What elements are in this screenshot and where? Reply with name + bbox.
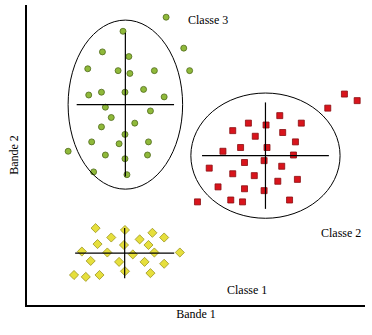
svg-text:Classe 3: Classe 3 [188, 13, 228, 27]
svg-text:Classe 2: Classe 2 [321, 226, 361, 240]
svg-text:Bande 2: Bande 2 [7, 135, 21, 175]
svg-text:Bande 1: Bande 1 [176, 307, 216, 321]
svg-text:Classe 1: Classe 1 [227, 283, 267, 297]
